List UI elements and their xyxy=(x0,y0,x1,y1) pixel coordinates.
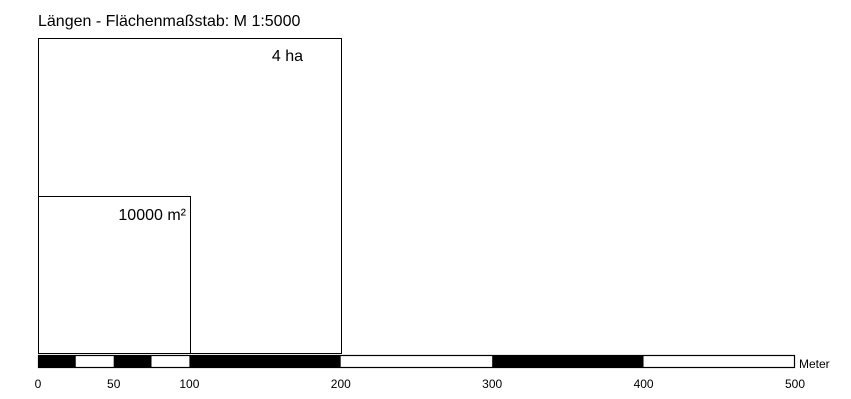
scale-bar-outline xyxy=(37,354,796,369)
scale-tick-label: 0 xyxy=(35,377,42,391)
scale-segment-black xyxy=(189,355,341,368)
area-square-10000m2 xyxy=(38,196,191,354)
diagram-title: Längen - Flächenmaßstab: M 1:5000 xyxy=(38,13,300,30)
area-label-10000m2: 10000 m² xyxy=(118,207,186,224)
scale-segment-white xyxy=(643,355,795,368)
scale-segment-white xyxy=(151,355,190,368)
scale-bar-ticks: 0 50 100 200 300 400 500 xyxy=(35,377,806,391)
scale-segment-white xyxy=(75,355,114,368)
scale-tick-label: 50 xyxy=(107,377,121,391)
scale-tick-label: 100 xyxy=(179,377,199,391)
scale-tick-label: 200 xyxy=(331,377,351,391)
scale-bar xyxy=(37,354,796,369)
scale-tick-label: 500 xyxy=(785,377,805,391)
scale-segment-black xyxy=(492,355,644,368)
area-label-4ha: 4 ha xyxy=(272,48,303,65)
scale-tick-label: 300 xyxy=(482,377,502,391)
scale-bar-unit: Meter xyxy=(799,357,830,371)
scale-segment-black xyxy=(38,355,76,368)
scale-segment-black xyxy=(113,355,152,368)
scale-tick-label: 400 xyxy=(634,377,654,391)
scale-segment-white xyxy=(340,355,493,368)
